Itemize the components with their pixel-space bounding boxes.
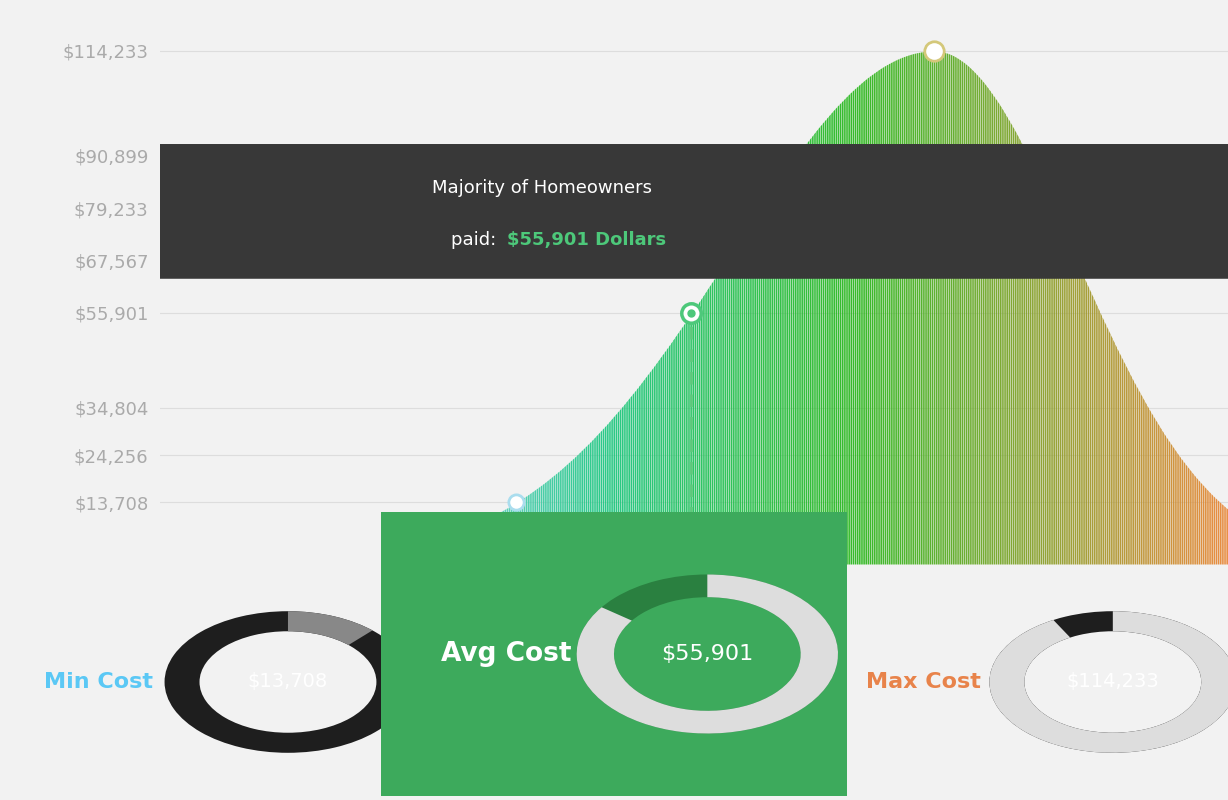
Text: Majority of Homeowners: Majority of Homeowners	[432, 179, 652, 197]
Text: $13,708: $13,708	[248, 673, 328, 691]
Wedge shape	[577, 574, 837, 734]
Text: Max Cost: Max Cost	[866, 672, 981, 692]
Text: paid:: paid:	[451, 231, 501, 249]
Text: Avg Cost: Avg Cost	[441, 641, 572, 667]
FancyBboxPatch shape	[371, 506, 857, 800]
FancyBboxPatch shape	[0, 144, 1228, 278]
Text: $114,233: $114,233	[1066, 673, 1159, 691]
Text: $55,901 Dollars: $55,901 Dollars	[507, 231, 666, 249]
Text: $55,901: $55,901	[661, 644, 754, 664]
Wedge shape	[577, 574, 837, 734]
Text: Min Cost: Min Cost	[44, 672, 154, 692]
Wedge shape	[287, 611, 372, 645]
Polygon shape	[679, 194, 700, 230]
Wedge shape	[165, 611, 411, 753]
Wedge shape	[990, 611, 1228, 753]
Wedge shape	[990, 611, 1228, 753]
